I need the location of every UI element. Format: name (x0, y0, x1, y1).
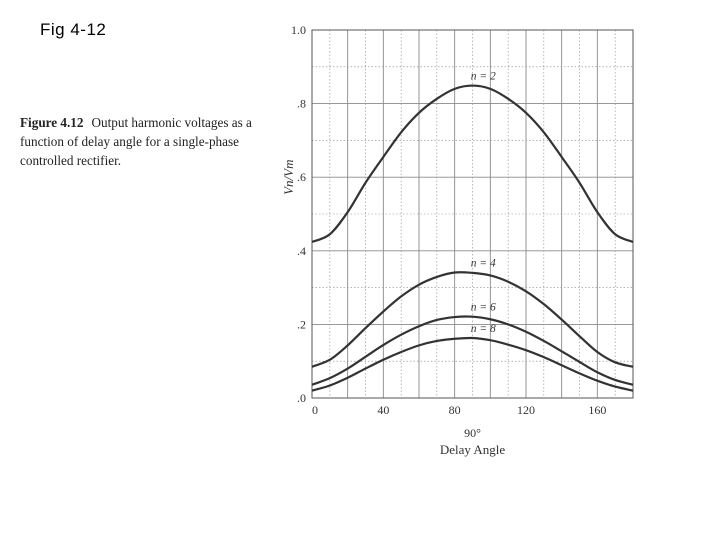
slide-title: Fig 4-12 (40, 20, 107, 39)
y-axis-label: Vn/Vm (281, 160, 296, 195)
y-tick-label: .6 (297, 170, 306, 184)
x-axis-marker-label: 90° (464, 426, 481, 440)
y-tick-label: .8 (297, 97, 306, 111)
y-tick-label: 1.0 (291, 23, 306, 37)
series-label: n = 2 (471, 71, 496, 83)
series-line-n2 (311, 84, 634, 243)
x-tick-label: 80 (449, 403, 461, 417)
series-label: n = 8 (471, 323, 496, 335)
figure-caption: Figure 4.12 Output harmonic voltages as a… (20, 113, 282, 170)
y-tick-label: .0 (297, 391, 306, 405)
series-lines (311, 84, 634, 392)
series-label: n = 6 (471, 302, 496, 314)
plot-frame (311, 29, 634, 399)
x-axis-label: Delay Angle (440, 442, 506, 457)
x-tick-label: 120 (517, 403, 535, 417)
x-axis-ticks: 0 40 80 120 160 (312, 403, 606, 417)
series-line-n4 (311, 271, 634, 368)
x-tick-label: 0 (312, 403, 318, 417)
x-tick-label: 160 (588, 403, 606, 417)
y-axis-ticks: .0 .2 .4 .6 .8 1.0 (291, 23, 306, 405)
caption-text: Output harmonic voltages as a function o… (20, 115, 252, 168)
x-tick-label: 40 (377, 403, 389, 417)
series-label: n = 4 (471, 258, 496, 270)
series-line-n6 (311, 315, 634, 386)
y-tick-label: .2 (297, 317, 306, 331)
y-tick-label: .4 (297, 244, 306, 258)
figure-number: Figure 4.12 (20, 115, 84, 130)
series-line-n8 (311, 336, 634, 392)
series-labels: n = 2 n = 4 n = 6 n = 8 (471, 71, 496, 335)
